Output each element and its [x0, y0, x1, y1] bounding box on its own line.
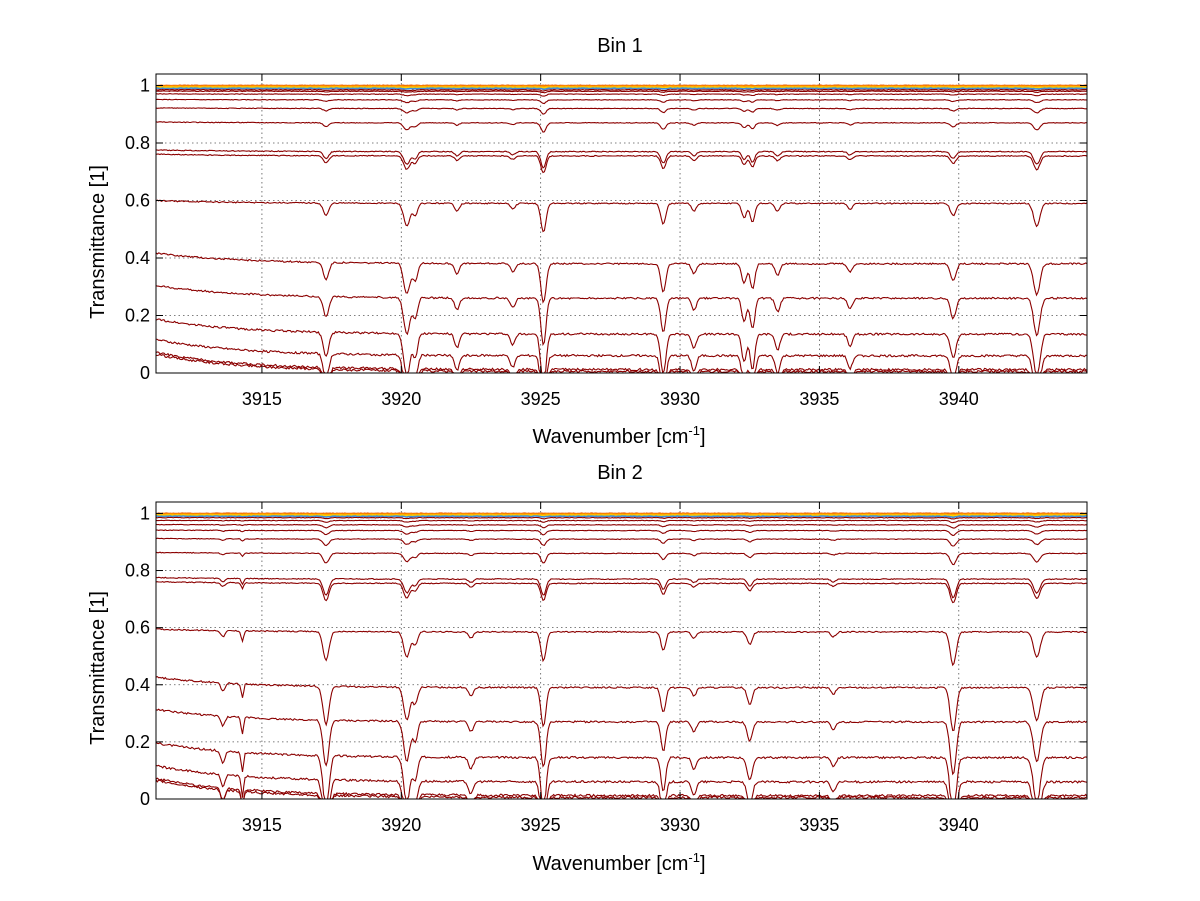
x-axis-label: Wavenumber [cm-1] — [532, 423, 705, 448]
series-line — [156, 318, 1087, 373]
series-group — [156, 84, 1087, 373]
plot-area — [156, 502, 1087, 799]
series-line — [156, 93, 1087, 97]
y-tick-label: 0.6 — [125, 618, 150, 638]
series-line — [156, 121, 1087, 133]
y-tick-label: 0.2 — [125, 306, 150, 326]
series-line — [156, 764, 1087, 799]
series-line — [156, 515, 1087, 519]
series-line — [156, 252, 1087, 304]
x-axis-label: Wavenumber [cm-1] — [532, 850, 705, 875]
x-tick-label: 3925 — [521, 815, 561, 835]
series-line — [156, 285, 1087, 347]
series-line — [156, 98, 1087, 105]
x-tick-label: 3940 — [939, 389, 979, 409]
series-line — [156, 88, 1087, 92]
y-tick-label: 0 — [140, 789, 150, 809]
series-line — [156, 537, 1087, 547]
y-tick-label: 0.4 — [125, 675, 150, 695]
axes-frame — [155, 501, 1088, 800]
y-tick-label: 0.6 — [125, 191, 150, 211]
series-line — [156, 628, 1087, 667]
chart-panel-bin-2: Bin 2 Transmittance [1] Wavenumber [cm-1… — [87, 462, 1088, 875]
x-tick-label: 3930 — [660, 389, 700, 409]
chart-title: Bin 2 — [597, 462, 643, 484]
y-axis-label: Transmittance [1] — [87, 165, 109, 319]
y-tick-label: 0 — [140, 363, 150, 383]
y-tick-label: 0.2 — [125, 732, 150, 752]
x-tick-label: 3930 — [660, 815, 700, 835]
series-line — [156, 199, 1087, 233]
series-line — [156, 90, 1087, 94]
series-line — [156, 551, 1087, 566]
series-line — [156, 519, 1087, 524]
y-axis-label: Transmittance [1] — [87, 591, 109, 745]
axes-frame — [155, 73, 1088, 374]
x-tick-label: 3940 — [939, 815, 979, 835]
series-line — [156, 149, 1087, 169]
chart-panel-bin-1: Bin 1 Transmittance [1] Wavenumber [cm-1… — [87, 35, 1088, 448]
x-tick-label: 3915 — [242, 815, 282, 835]
y-tick-label: 1 — [140, 76, 150, 96]
series-line — [156, 741, 1087, 799]
series-line — [156, 580, 1087, 604]
chart-title: Bin 1 — [597, 35, 643, 57]
series-line — [156, 523, 1087, 529]
x-tick-label: 3935 — [799, 815, 839, 835]
x-tick-label: 3925 — [521, 389, 561, 409]
series-line — [156, 529, 1087, 536]
y-tick-label: 0.8 — [125, 133, 150, 153]
series-line — [156, 576, 1087, 599]
x-tick-label: 3935 — [799, 389, 839, 409]
series-line — [156, 675, 1087, 732]
series-line — [156, 516, 1087, 520]
series-line — [156, 353, 1087, 373]
series-line — [156, 779, 1087, 799]
x-tick-label: 3915 — [242, 389, 282, 409]
series-line — [156, 87, 1087, 91]
plot-area — [156, 74, 1087, 373]
series-line — [156, 708, 1087, 776]
x-tick-label: 3920 — [381, 389, 421, 409]
y-tick-label: 0.4 — [125, 248, 150, 268]
series-line — [156, 338, 1087, 373]
series-line — [156, 107, 1087, 115]
series-line — [156, 351, 1087, 373]
series-group — [156, 512, 1087, 799]
y-tick-label: 0.8 — [125, 561, 150, 581]
x-tick-label: 3920 — [381, 815, 421, 835]
series-line — [156, 153, 1087, 174]
y-tick-label: 1 — [140, 503, 150, 523]
